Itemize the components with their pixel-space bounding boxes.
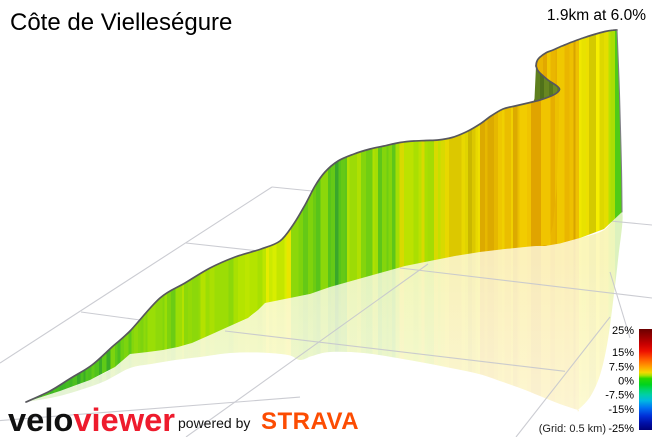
svg-text:(Grid: 0.5 km): (Grid: 0.5 km) [539,423,606,435]
svg-text:-15%: -15% [608,404,634,416]
svg-text:1.9km at 6.0%: 1.9km at 6.0% [547,7,646,24]
svg-text:25%: 25% [612,325,634,337]
svg-text:0%: 0% [618,376,634,388]
svg-text:veloviewer: veloviewer [8,402,175,437]
svg-text:STRAVA: STRAVA [261,408,359,435]
svg-text:powered by: powered by [178,415,250,431]
svg-text:15%: 15% [612,347,634,359]
svg-text:7.5%: 7.5% [609,362,634,374]
svg-text:Côte de Vielleségure: Côte de Vielleségure [10,9,232,36]
svg-text:-25%: -25% [608,423,634,435]
svg-text:-7.5%: -7.5% [605,390,634,402]
